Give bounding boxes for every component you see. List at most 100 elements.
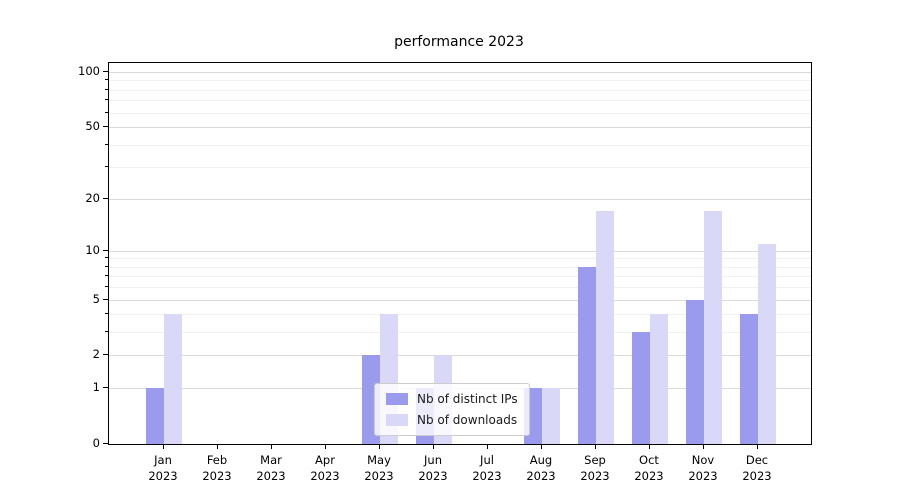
bar-distinct-ips <box>632 332 650 444</box>
minor-gridline <box>109 332 811 334</box>
x-tick-mark <box>163 444 164 449</box>
y-minor-tick-mark <box>105 88 108 90</box>
bar-distinct-ips <box>740 314 758 444</box>
x-tick-year: 2023 <box>688 469 718 483</box>
x-tick-label: May 2023 <box>347 452 411 484</box>
y-tick-mark <box>103 249 108 251</box>
x-tick-mark <box>487 444 488 449</box>
x-tick-label: Oct 2023 <box>617 452 681 484</box>
y-tick-mark <box>103 298 108 300</box>
x-tick-label: Dec 2023 <box>725 452 789 484</box>
x-tick-month: Nov <box>691 453 715 467</box>
minor-gridline <box>109 266 811 268</box>
x-tick-year: 2023 <box>742 469 772 483</box>
x-tick-mark <box>649 444 650 449</box>
x-tick-mark <box>595 444 596 449</box>
x-tick-year: 2023 <box>148 469 178 483</box>
plot-area: Nb of distinct IPs Nb of downloads <box>108 62 812 445</box>
minor-gridline <box>109 89 811 91</box>
y-tick-mark <box>103 126 108 128</box>
x-tick-mark <box>433 444 434 449</box>
y-minor-tick-mark <box>105 99 108 101</box>
x-tick-month: May <box>367 453 391 467</box>
y-minor-tick-mark <box>105 286 108 288</box>
y-tick-label: 5 <box>92 291 100 306</box>
y-minor-tick-mark <box>105 257 108 259</box>
x-tick-mark <box>217 444 218 449</box>
minor-gridline <box>109 80 811 82</box>
x-tick-label: Jun 2023 <box>401 452 465 484</box>
y-tick-label: 20 <box>85 190 100 205</box>
bar-downloads <box>164 314 182 444</box>
x-tick-month: Dec <box>745 453 769 467</box>
y-tick-label: 100 <box>78 63 100 78</box>
minor-gridline <box>109 144 811 146</box>
minor-gridline <box>109 287 811 289</box>
bar-downloads <box>704 211 722 444</box>
x-tick-mark <box>541 444 542 449</box>
legend-swatch-downloads <box>386 414 408 426</box>
x-tick-month: Jun <box>424 453 442 467</box>
x-tick-year: 2023 <box>472 469 502 483</box>
y-tick-mark <box>103 70 108 72</box>
y-tick-label: 0 <box>92 436 100 450</box>
y-minor-tick-mark <box>105 79 108 81</box>
x-tick-mark <box>703 444 704 449</box>
y-minor-tick-mark <box>105 313 108 315</box>
x-tick-month: Oct <box>639 453 659 467</box>
x-tick-year: 2023 <box>580 469 610 483</box>
x-tick-label: Sep 2023 <box>563 452 627 484</box>
x-tick-label: Aug 2023 <box>509 452 573 484</box>
chart-title: performance 2023 <box>394 34 524 50</box>
y-minor-tick-mark <box>105 275 108 277</box>
major-gridline <box>109 355 811 357</box>
x-tick-year: 2023 <box>634 469 664 483</box>
bar-distinct-ips <box>146 388 164 444</box>
x-tick-month: Sep <box>584 453 606 467</box>
y-tick-label: 10 <box>85 242 100 257</box>
y-tick-mark <box>103 387 108 389</box>
bar-downloads <box>650 314 668 444</box>
y-minor-tick-mark <box>105 265 108 267</box>
legend-label: Nb of distinct IPs <box>417 392 518 406</box>
minor-gridline <box>109 100 811 102</box>
minor-gridline <box>109 167 811 169</box>
bar-downloads <box>596 211 614 444</box>
minor-gridline <box>109 112 811 114</box>
bar-downloads <box>758 243 776 444</box>
minor-gridline <box>109 314 811 316</box>
x-tick-year: 2023 <box>310 469 340 483</box>
x-tick-year: 2023 <box>364 469 394 483</box>
x-tick-year: 2023 <box>418 469 448 483</box>
y-tick-label: 50 <box>85 119 100 134</box>
y-tick-label: 1 <box>92 380 100 395</box>
y-minor-tick-mark <box>105 331 108 333</box>
y-tick-mark <box>103 197 108 199</box>
x-tick-mark <box>325 444 326 449</box>
legend-swatch-distinct-ips <box>386 393 408 405</box>
y-tick-mark <box>103 443 108 444</box>
x-tick-year: 2023 <box>526 469 556 483</box>
x-tick-year: 2023 <box>202 469 232 483</box>
x-tick-month: Apr <box>315 453 335 467</box>
minor-gridline <box>109 276 811 278</box>
x-tick-month: Feb <box>206 453 228 467</box>
major-gridline <box>109 198 811 200</box>
x-tick-month: Aug <box>529 453 553 467</box>
legend-label: Nb of downloads <box>417 413 518 427</box>
bar-downloads <box>542 388 560 444</box>
x-tick-label: Jan 2023 <box>131 452 195 484</box>
x-tick-month: Jan <box>154 453 172 467</box>
x-tick-label: Jul 2023 <box>455 452 519 484</box>
x-tick-month: Mar <box>260 453 282 467</box>
major-gridline <box>109 299 811 301</box>
bar-distinct-ips <box>578 266 596 444</box>
x-tick-label: Feb 2023 <box>185 452 249 484</box>
major-gridline <box>109 71 811 73</box>
major-gridline <box>109 250 811 252</box>
y-tick-label: 2 <box>92 347 100 362</box>
minor-gridline <box>109 258 811 260</box>
y-minor-tick-mark <box>105 143 108 145</box>
x-tick-month: Jul <box>480 453 494 467</box>
